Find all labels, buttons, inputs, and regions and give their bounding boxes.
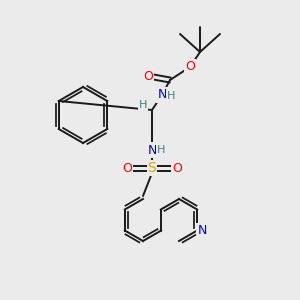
Text: O: O — [143, 70, 153, 83]
Text: O: O — [143, 70, 153, 83]
Text: H: H — [167, 91, 175, 101]
Text: O: O — [172, 161, 182, 175]
Text: O: O — [185, 61, 195, 74]
Text: H: H — [167, 91, 175, 101]
Text: S: S — [148, 161, 156, 175]
Text: H: H — [139, 100, 147, 110]
Text: N: N — [197, 224, 207, 237]
Text: O: O — [172, 161, 182, 175]
Text: N: N — [157, 88, 167, 101]
Text: N: N — [157, 88, 167, 101]
Text: O: O — [122, 161, 132, 175]
Text: H: H — [157, 145, 165, 155]
Text: H: H — [157, 145, 165, 155]
Text: N: N — [147, 143, 157, 157]
Text: N: N — [147, 143, 157, 157]
Text: O: O — [185, 61, 195, 74]
Text: S: S — [148, 161, 156, 175]
Text: O: O — [122, 161, 132, 175]
Text: H: H — [139, 100, 147, 110]
